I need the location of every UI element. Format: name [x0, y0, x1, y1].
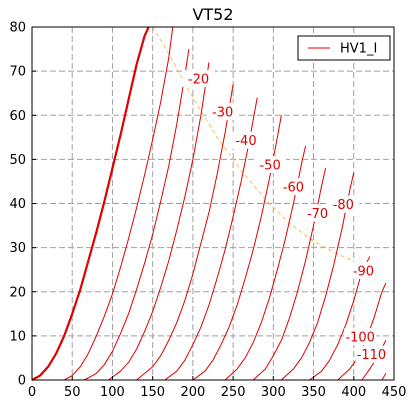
x-tick-label: 0	[28, 385, 36, 400]
curve-label-background	[206, 103, 239, 121]
x-tick-label: 200	[180, 385, 205, 400]
y-tick-label: 80	[9, 21, 26, 36]
y-tick-label: 70	[9, 65, 26, 80]
curve-label-background	[301, 204, 334, 222]
curve-label: -20	[188, 72, 209, 87]
x-tick-label: 400	[341, 385, 366, 400]
y-tick-label: 30	[9, 241, 26, 256]
y-tick-label: 10	[9, 329, 26, 344]
curve-label: -90	[353, 264, 374, 279]
series-line	[108, 62, 210, 381]
curve-label: -100	[345, 331, 375, 346]
x-tick-label: 150	[140, 385, 165, 400]
series-line	[164, 97, 258, 381]
load-line-layer	[152, 26, 354, 262]
x-tick-label: 250	[221, 385, 246, 400]
curve-label-background	[344, 328, 377, 346]
legend-label: HV1_I	[340, 42, 377, 57]
curve-label-background	[327, 195, 360, 213]
load-line	[152, 26, 354, 262]
series-line	[84, 48, 190, 381]
series-line	[31, 26, 150, 381]
x-tick-label: 300	[261, 385, 286, 400]
y-tick-label: 0	[18, 374, 26, 389]
curve-label: -30	[212, 106, 233, 121]
x-tick-label: 100	[100, 385, 125, 400]
curve-label-background	[347, 261, 380, 279]
curve-label: -50	[259, 158, 280, 173]
x-tick-label: 50	[64, 385, 81, 400]
curve-label: -40	[235, 134, 256, 149]
curve-label: -110	[357, 348, 387, 363]
chart-title: VT52	[192, 5, 233, 24]
y-tick-label: 60	[9, 109, 26, 124]
annotation-layer: -20 -30-40-50-60-70 -80 -90 -100 -110	[182, 69, 388, 363]
curve-label: -80	[333, 198, 354, 213]
x-tick-label: 350	[301, 385, 326, 400]
legend: HV1_I	[297, 35, 391, 61]
curve-label-background	[355, 345, 388, 363]
axes: 0 50 100 150 200 250 300 350 400 450 0 10 20 30 40 50 60…	[9, 21, 406, 401]
series-line	[136, 84, 234, 381]
y-tick-label: 20	[9, 285, 26, 300]
curve-label-background	[254, 155, 287, 173]
series-line	[63, 26, 174, 381]
x-tick-label: 450	[382, 385, 407, 400]
curve-label-background	[277, 178, 310, 196]
curve-label-background	[182, 69, 215, 87]
y-tick-label: 50	[9, 153, 26, 168]
curve-label: -70	[307, 207, 328, 222]
curve-label-background	[229, 131, 262, 149]
y-tick-label: 40	[9, 197, 26, 212]
curve-label: -60	[283, 181, 304, 196]
series-line	[381, 373, 387, 381]
